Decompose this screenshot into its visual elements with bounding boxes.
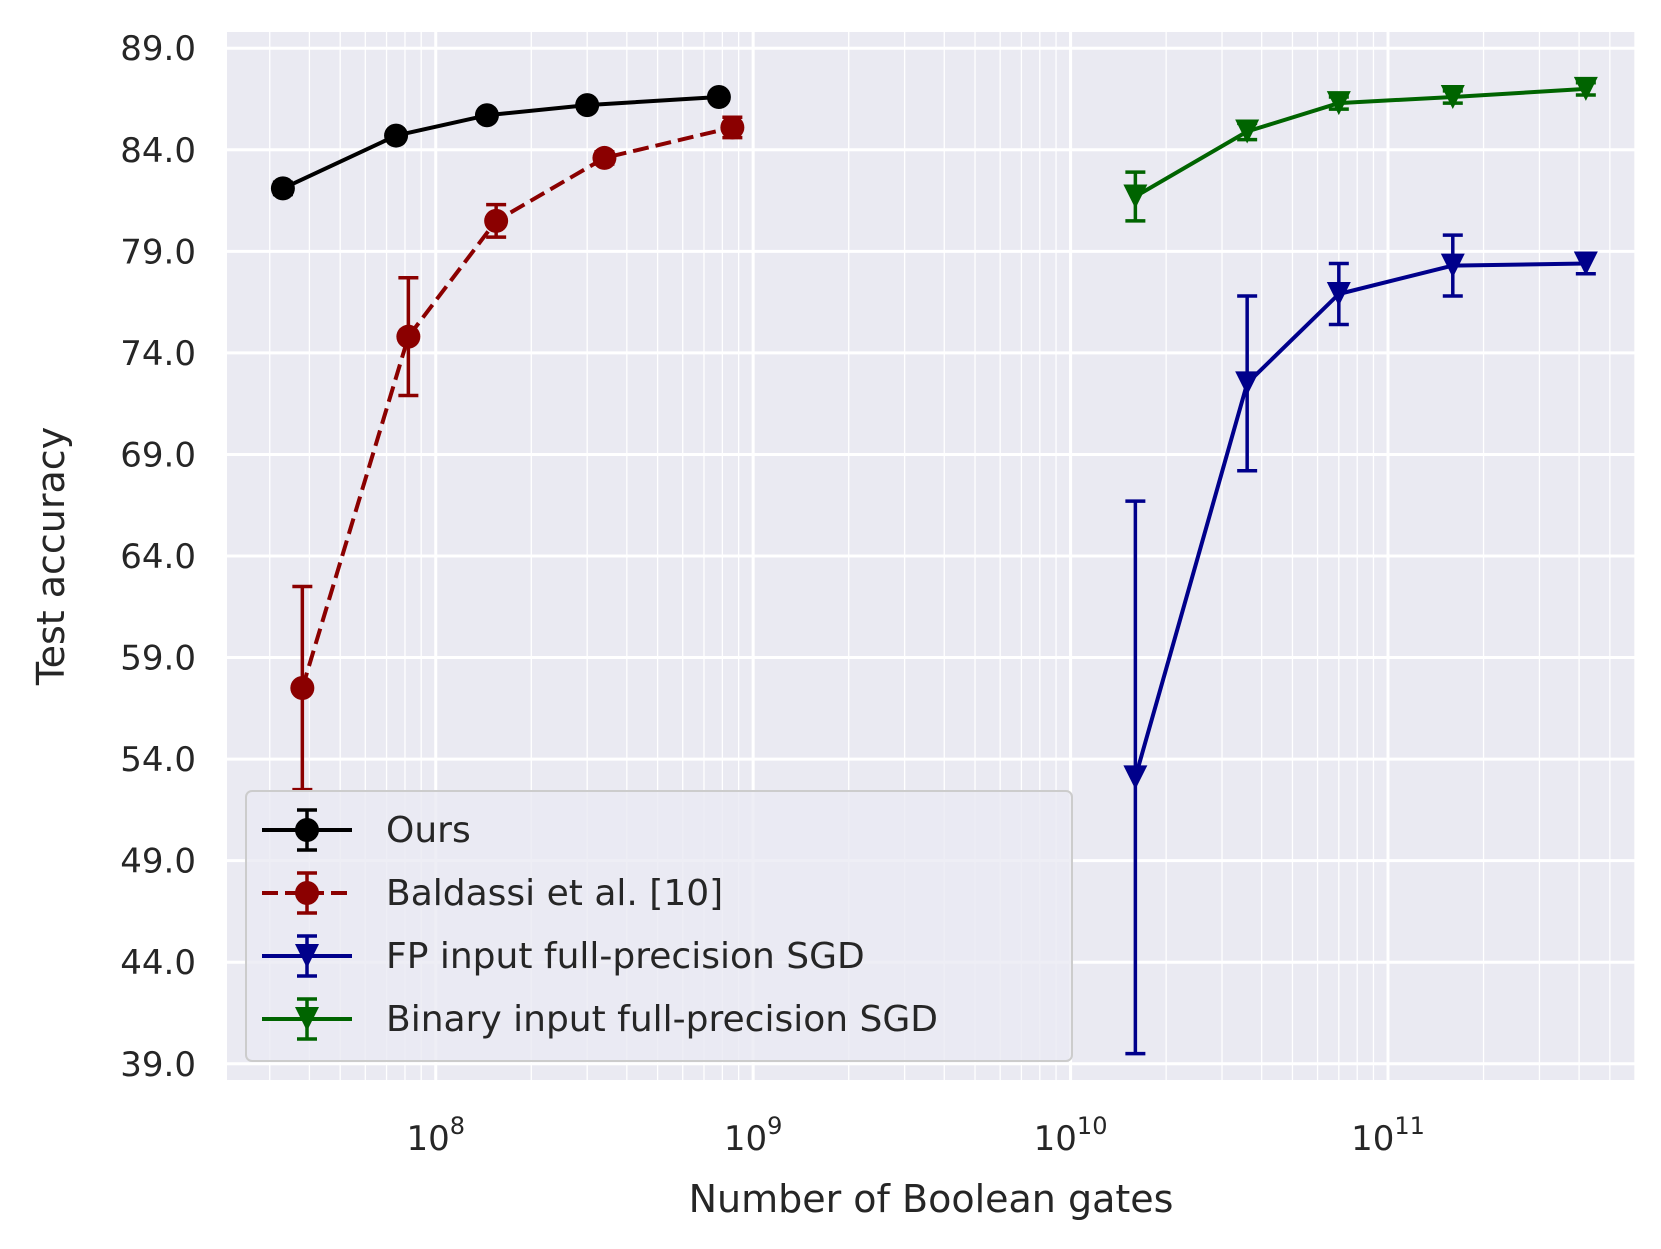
y-tick-label: 59.0 — [120, 639, 196, 679]
legend-marker — [295, 1007, 319, 1031]
data-point — [1326, 282, 1351, 306]
data-point — [384, 123, 409, 148]
series-layer — [270, 76, 1598, 1056]
data-point — [1326, 91, 1351, 116]
data-point — [1440, 84, 1465, 109]
legend-label: FP input full-precision SGD — [386, 936, 865, 977]
legend-entry-2: FP input full-precision SGD — [262, 934, 865, 978]
y-tick-label: 49.0 — [120, 842, 196, 882]
legend-label: Ours — [386, 810, 471, 851]
legend: Ours Baldassi et al. [10] FP input full-pr… — [245, 790, 1073, 1062]
data-point — [396, 324, 421, 349]
series-3 — [1123, 76, 1598, 223]
x-tick-label: 108 — [406, 1112, 465, 1159]
data-point — [1440, 253, 1465, 278]
legend-label: Binary input full-precision SGD — [386, 999, 938, 1040]
y-tick-label: 74.0 — [120, 334, 196, 374]
x-tick-label: 1010 — [1034, 1112, 1108, 1159]
y-tick-label: 84.0 — [120, 131, 196, 171]
data-point — [706, 84, 731, 109]
legend-entry-1: Baldassi et al. [10] — [262, 871, 723, 915]
data-point — [1235, 371, 1260, 396]
x-axis-ticks: 108 109 1010 1011 — [406, 1112, 1424, 1159]
y-axis-title: Test accuracy — [29, 427, 73, 686]
series-0 — [270, 84, 731, 201]
data-point — [720, 115, 745, 140]
legend-box — [245, 790, 1073, 1062]
y-tick-label: 39.0 — [120, 1045, 196, 1085]
x-axis-title: Number of Boolean gates — [689, 1177, 1174, 1221]
y-tick-label: 69.0 — [120, 435, 196, 475]
series-1 — [290, 115, 745, 792]
data-point — [1235, 119, 1260, 144]
y-tick-label: 89.0 — [120, 29, 196, 69]
data-point — [1123, 184, 1148, 209]
legend-marker — [295, 818, 319, 842]
y-tick-label: 64.0 — [120, 537, 196, 577]
legend-marker — [295, 881, 319, 905]
legend-marker — [295, 944, 319, 968]
data-point — [592, 145, 617, 170]
legend-label: Baldassi et al. [10] — [386, 873, 723, 914]
y-tick-label: 79.0 — [120, 232, 196, 272]
data-point — [1123, 765, 1148, 790]
data-point — [1573, 76, 1598, 101]
legend-entry-3: Binary input full-precision SGD — [262, 997, 938, 1041]
y-axis-ticks: 39.0 44.0 49.0 54.0 59.0 64.0 69.0 74.0 79.0 84.0… — [120, 29, 196, 1085]
y-tick-label: 44.0 — [120, 943, 196, 983]
legend-entry-0: Ours — [262, 808, 471, 852]
x-tick-label: 1011 — [1351, 1112, 1425, 1159]
y-tick-label: 54.0 — [120, 740, 196, 780]
data-point — [474, 103, 499, 128]
data-point — [484, 208, 509, 233]
data-point — [1573, 251, 1598, 276]
data-point — [270, 176, 295, 201]
x-tick-label: 109 — [724, 1112, 783, 1159]
data-point — [575, 93, 600, 118]
data-point — [290, 676, 315, 701]
series-2 — [1123, 233, 1598, 1056]
